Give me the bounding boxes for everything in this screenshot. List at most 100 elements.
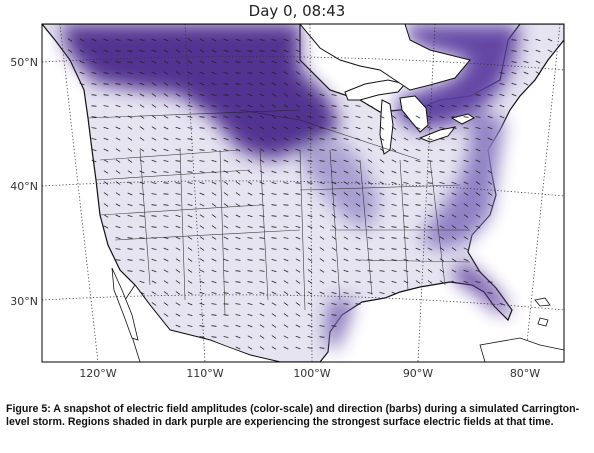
- field-barb: [139, 280, 145, 284]
- field-barb: [103, 192, 109, 196]
- field-barb: [139, 82, 145, 86]
- field-barb: [187, 138, 193, 140]
- field-barb: [355, 203, 361, 207]
- field-barb: [403, 137, 409, 141]
- field-barb: [331, 236, 337, 240]
- field-barb: [91, 38, 97, 42]
- field-barb: [343, 303, 349, 305]
- field-barb: [343, 105, 349, 107]
- field-barb: [331, 303, 337, 305]
- field-barb: [199, 236, 205, 240]
- field-barb: [403, 237, 409, 239]
- field-barb: [127, 72, 133, 74]
- field-barb: [271, 82, 277, 86]
- field-barb: [415, 269, 421, 273]
- field-barb: [139, 259, 145, 261]
- field-barb: [151, 204, 157, 206]
- field-barb: [427, 149, 433, 151]
- field-barb: [463, 192, 469, 196]
- field-barb: [103, 50, 109, 52]
- field-barb: [187, 193, 193, 195]
- field-barb: [199, 225, 205, 229]
- field-barb: [67, 49, 73, 53]
- field-barb: [247, 115, 253, 119]
- field-barb: [283, 280, 289, 284]
- field-barb: [343, 292, 349, 294]
- strong-field-region-northeast: [395, 24, 520, 130]
- field-barb: [235, 137, 241, 141]
- field-barb: [139, 204, 145, 206]
- field-barb: [235, 192, 241, 196]
- field-barb: [151, 39, 157, 41]
- field-barb: [379, 148, 385, 152]
- field-barb: [355, 116, 361, 118]
- field-barb: [175, 214, 181, 218]
- field-barb: [295, 149, 301, 151]
- field-barb: [199, 336, 205, 338]
- field-barb: [187, 38, 193, 42]
- field-barb: [415, 115, 421, 119]
- field-barb: [223, 281, 229, 283]
- field-barb: [295, 60, 301, 64]
- field-barb: [199, 94, 205, 96]
- field-barb: [319, 291, 325, 295]
- field-barb: [295, 236, 301, 240]
- field-barb: [331, 325, 337, 327]
- field-barb: [415, 258, 421, 262]
- lake-huron: [399, 95, 429, 133]
- field-barb: [187, 291, 193, 295]
- field-barb: [223, 270, 229, 272]
- field-barb: [127, 226, 133, 228]
- field-barb: [115, 237, 121, 239]
- field-barb: [319, 336, 325, 338]
- field-barb: [103, 181, 109, 185]
- field-barb: [439, 203, 445, 207]
- field-barb: [451, 138, 457, 140]
- field-barb: [187, 116, 193, 118]
- field-barb: [355, 170, 361, 174]
- field-barb: [451, 269, 457, 273]
- field-barb: [127, 181, 133, 185]
- field-barb: [307, 149, 313, 151]
- field-barb: [271, 291, 277, 295]
- field-barb: [451, 247, 457, 251]
- field-barb: [295, 71, 301, 75]
- field-barb: [307, 214, 313, 218]
- field-barb: [259, 313, 265, 317]
- field-barb: [247, 270, 253, 272]
- field-barb: [379, 159, 385, 163]
- field-barb: [235, 181, 241, 185]
- field-barb: [151, 226, 157, 228]
- field-barb: [307, 247, 313, 251]
- field-barb: [535, 71, 541, 75]
- field-barb: [211, 49, 217, 53]
- field-barb: [391, 226, 397, 228]
- field-barb: [91, 72, 97, 74]
- field-barb: [139, 159, 145, 163]
- field-barb: [427, 225, 433, 229]
- field-barb: [415, 137, 421, 141]
- field-barb: [307, 236, 313, 240]
- field-barb: [259, 291, 265, 295]
- lat-label: 40°N: [10, 180, 38, 193]
- field-barb: [283, 38, 289, 42]
- field-barb: [331, 280, 337, 284]
- field-barb: [151, 280, 157, 284]
- field-barb: [139, 248, 145, 250]
- field-barb: [199, 71, 205, 75]
- field-barb: [187, 225, 193, 229]
- field-barb: [283, 60, 289, 64]
- field-barb: [367, 214, 373, 218]
- field-barb: [259, 39, 265, 41]
- field-barb: [259, 115, 265, 119]
- field-barb: [115, 225, 121, 229]
- field-barb: [223, 170, 229, 174]
- field-barb: [199, 314, 205, 316]
- field-barb: [355, 137, 361, 141]
- field-barb: [271, 302, 277, 306]
- field-barb: [295, 49, 301, 53]
- field-barb: [127, 203, 133, 207]
- field-barb: [187, 325, 193, 327]
- field-barb: [151, 193, 157, 195]
- field-barb: [175, 236, 181, 240]
